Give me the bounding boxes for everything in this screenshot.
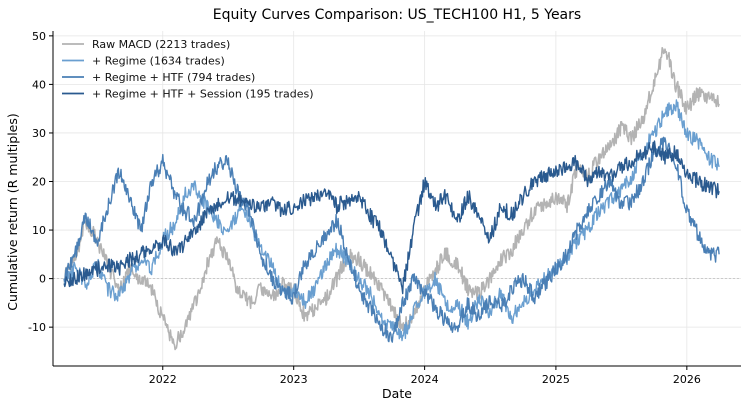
x-axis-label: Date	[382, 386, 412, 401]
y-tick-label: 40	[32, 78, 46, 91]
series-line-2	[63, 99, 720, 342]
series-line-1	[63, 46, 720, 351]
y-axis-label: Cumulative return (R multiples)	[5, 113, 20, 310]
legend: Raw MACD (2213 trades) + Regime (1634 tra…	[62, 38, 314, 101]
legend-label-4: + Regime + HTF + Session (195 trades)	[92, 88, 314, 101]
x-tick-label: 2026	[673, 373, 701, 386]
y-axis-ticks: -10 0 10 20 30 40 50	[28, 30, 53, 334]
legend-label-2: + Regime (1634 trades)	[92, 55, 225, 68]
y-tick-label: 30	[32, 127, 46, 140]
series-lines	[63, 46, 720, 351]
x-tick-label: 2024	[411, 373, 439, 386]
x-tick-label: 2025	[542, 373, 570, 386]
y-tick-label: 50	[32, 30, 46, 43]
legend-label-1: Raw MACD (2213 trades)	[92, 38, 230, 51]
y-tick-label: 10	[32, 224, 46, 237]
y-tick-label: -10	[28, 321, 46, 334]
legend-label-3: + Regime + HTF (794 trades)	[92, 71, 255, 84]
x-tick-label: 2023	[280, 373, 308, 386]
y-tick-label: 20	[32, 176, 46, 189]
series-line-3	[63, 136, 720, 343]
chart-title: Equity Curves Comparison: US_TECH100 H1,…	[213, 7, 581, 23]
y-tick-label: 0	[39, 273, 46, 286]
x-tick-label: 2022	[149, 373, 177, 386]
series-line-4	[63, 140, 720, 295]
x-axis-ticks: 2022 2023 2024 2025 2026	[149, 366, 701, 386]
